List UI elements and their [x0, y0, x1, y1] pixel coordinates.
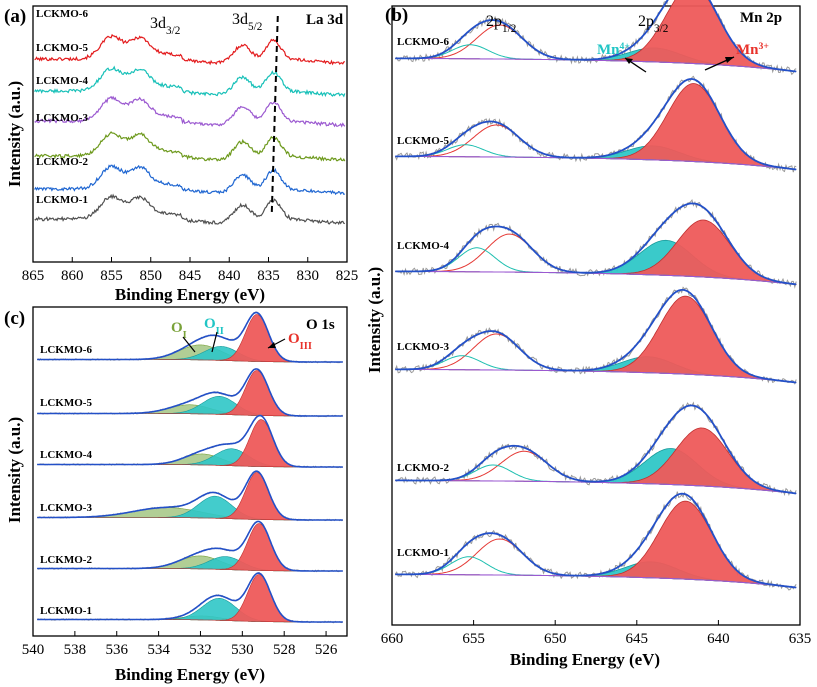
mn2p-mn3-arrowhead [725, 57, 734, 63]
mn2p-sample-label-6: LCKMO-1 [397, 547, 449, 559]
la3d-sample-label-4: LCKMO-3 [36, 112, 88, 124]
o1s-oiii-arrowhead [268, 342, 276, 348]
mn2p-peak-label-2p12: 2p1/2 [486, 13, 516, 35]
mn2p-envelope-6 [395, 492, 797, 589]
la3d-sample-label-3: LCKMO-4 [36, 75, 88, 87]
mn2p-y-axis-title: Intensity (a.u.) [365, 267, 384, 373]
mn2p-sample-label-4: LCKMO-3 [397, 341, 449, 353]
o1s-tick-label-7: 526 [315, 642, 338, 658]
mn2p-mn3-label: Mn3+ [736, 41, 769, 59]
mn2p-envelope-2 [395, 78, 797, 171]
mn2p-envelope-4 [395, 289, 797, 384]
mn2p-background-3 [395, 270, 797, 286]
o1s-oiii-label: OIII [288, 331, 312, 352]
mn2p-sample-label-5: LCKMO-2 [397, 462, 449, 474]
la3d-sample-label-5: LCKMO-2 [36, 156, 88, 168]
la3d-tick-label-1: 860 [61, 268, 84, 284]
o1s-tick-label-6: 528 [273, 642, 296, 658]
o1s-tick-label-5: 530 [231, 642, 254, 658]
la3d-trace-lckmo-4 [34, 95, 346, 128]
la3d-tick-label-7: 830 [297, 268, 320, 284]
o1s-sample-label-4: LCKMO-3 [40, 502, 92, 514]
la3d-trace-lckmo-1 [34, 193, 345, 226]
o1s-sample-label-5: LCKMO-2 [40, 554, 92, 566]
o1s-sample-label-2: LCKMO-5 [40, 397, 92, 409]
o1s-sample-label-6: LCKMO-1 [40, 605, 92, 617]
o1s-envelope-4 [37, 470, 343, 521]
la3d-x-axis-title: Binding Energy (eV) [115, 285, 265, 304]
o1s-oii-arrow [211, 331, 218, 353]
o1s-tick-label-2: 536 [105, 642, 128, 658]
mn2p-element-label: Mn 2p [740, 10, 782, 26]
o1s-sample-label-3: LCKMO-4 [40, 449, 92, 461]
la3d-tick-label-6: 835 [257, 268, 280, 284]
la3d-trace-lckmo-3 [34, 131, 346, 162]
la3d-tick-label-0: 865 [22, 268, 45, 284]
la3d-sample-label-6: LCKMO-1 [36, 194, 88, 206]
la3d-trace-lckmo-5 [34, 65, 346, 98]
la3d-trace-lckmo-6 [34, 33, 346, 66]
o1s-tick-label-3: 534 [147, 642, 170, 658]
o1s-envelope-5 [37, 520, 343, 572]
mn2p-envelope-3 [395, 202, 797, 286]
la3d-sample-label-1: LCKMO-6 [36, 8, 88, 20]
la3d-y-axis-title: Intensity (a.u.) [5, 81, 24, 187]
panel-a-label: (a) [4, 6, 26, 27]
panel-b-label: (b) [385, 5, 408, 26]
mn2p-tick-label-1: 655 [462, 631, 485, 647]
la3d-tick-label-3: 850 [140, 268, 163, 284]
la3d-peak-label-3d32: 3d3/2 [150, 15, 180, 37]
mn2p-sample-label-1: LCKMO-6 [397, 36, 449, 48]
la3d-sample-label-2: LCKMO-5 [36, 42, 88, 54]
o1s-envelope-2 [37, 368, 343, 417]
o1s-tick-label-4: 532 [189, 642, 212, 658]
mn2p-tick-label-2: 650 [544, 631, 567, 647]
o1s-x-axis-title: Binding Energy (eV) [115, 665, 265, 684]
o1s-tick-label-1: 538 [64, 642, 87, 658]
mn2p-tick-label-5: 635 [789, 631, 812, 647]
la3d-element-label: La 3d [306, 12, 344, 28]
o1s-element-label: O 1s [306, 317, 335, 333]
panel-c-o1s: LCKMO-6 LCKMO-5 LCKMO-4 LCKMO-3 LCKMO-2 LCKMO… [4, 306, 348, 684]
mn2p-background-6 [395, 573, 797, 589]
mn2p-peak-label-2p32: 2p3/2 [638, 13, 668, 35]
o1s-sample-label-1: LCKMO-6 [40, 344, 92, 356]
o1s-envelope-1 [37, 311, 343, 363]
mn2p-tick-label-4: 640 [707, 631, 730, 647]
mn2p-envelope-5 [395, 404, 797, 495]
la3d-tick-label-4: 845 [179, 268, 202, 284]
mn2p-tick-label-0: 660 [381, 631, 404, 647]
o1s-oiii-fill-4 [37, 472, 343, 521]
panel-c-label: (c) [4, 308, 25, 329]
o1s-oii-label: OII [204, 316, 224, 337]
o1s-oi-label: OI [171, 320, 187, 341]
la3d-peak-label-3d52: 3d5/2 [232, 11, 262, 33]
mn2p-sample-label-2: LCKMO-5 [397, 135, 449, 147]
o1s-y-axis-title: Intensity (a.u.) [5, 417, 24, 523]
mn2p-mn4-label: Mn4+ [597, 41, 630, 59]
mn2p-background-1 [395, 57, 797, 73]
mn2p-tick-label-3: 645 [626, 631, 649, 647]
o1s-tick-label-0: 540 [22, 642, 45, 658]
panel-c-frame [32, 306, 348, 637]
panel-b-frame [391, 5, 801, 626]
mn2p-x-axis-title: Binding Energy (eV) [510, 650, 660, 669]
o1s-oi-arrow [182, 336, 196, 353]
panel-b-mn2p: LCKMO-6 LCKMO-5 LCKMO-4 LCKMO-3 LCKMO-2 LCKMO… [365, 0, 811, 669]
la3d-trace-lckmo-2 [34, 164, 346, 196]
mn2p-background-2 [395, 155, 797, 171]
mn2p-background-4 [395, 368, 797, 384]
la3d-tick-label-2: 855 [100, 268, 123, 284]
mn2p-mn4-arrowhead [625, 58, 633, 64]
o1s-envelope-6 [37, 572, 343, 623]
mn2p-envelope-1 [395, 0, 797, 73]
la3d-tick-label-8: 825 [336, 268, 359, 284]
la3d-reference-line [270, 15, 279, 214]
panel-a-la3d: LCKMO-6 LCKMO-5 LCKMO-4 LCKMO-3 LCKMO-2 LCKMO… [4, 5, 359, 304]
o1s-envelope-3 [37, 414, 343, 468]
mn2p-sample-label-3: LCKMO-4 [397, 240, 449, 252]
la3d-tick-label-5: 840 [218, 268, 241, 284]
